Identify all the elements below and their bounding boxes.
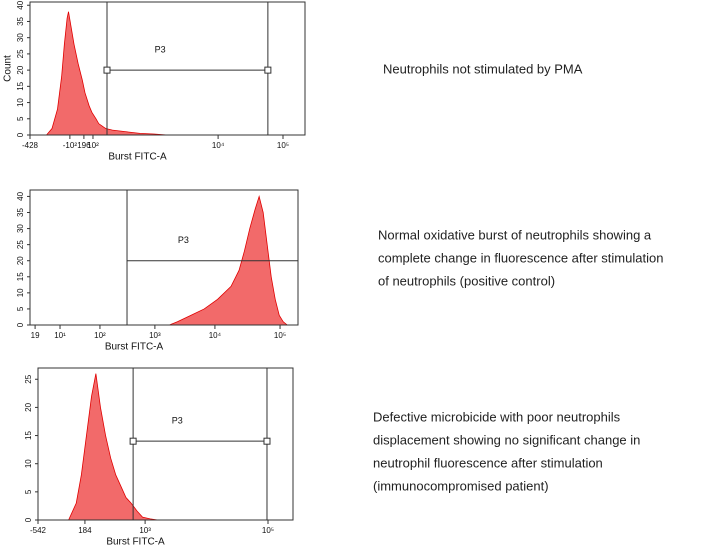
x-axis-title: Burst FITC-A: [108, 152, 167, 163]
gate-label: P3: [172, 416, 183, 426]
y-tick-label: 10: [16, 288, 25, 297]
caption-line: Neutrophils not stimulated by PMA: [383, 61, 583, 76]
caption-line: of neutrophils (positive control): [378, 273, 555, 288]
histogram-area: [30, 11, 168, 136]
y-tick-label: 5: [24, 489, 33, 494]
caption-line: Normal oxidative burst of neutrophils sh…: [378, 227, 652, 242]
y-tick-label: 5: [16, 116, 25, 121]
x-tick-label: 10⁵: [274, 331, 286, 340]
y-tick-label: 10: [24, 459, 33, 468]
y-tick-label: 25: [24, 374, 33, 383]
y-tick-label: 25: [16, 240, 25, 249]
y-tick-label: 0: [16, 322, 25, 327]
y-tick-label: 35: [16, 208, 25, 217]
gate-handle: [103, 66, 111, 74]
gate-label: P3: [155, 44, 166, 54]
y-tick-label: 40: [16, 191, 25, 200]
caption-line: Defective microbicide with poor neutroph…: [373, 409, 621, 424]
x-tick-label: 19: [31, 331, 40, 340]
histogram-area: [38, 373, 293, 521]
x-tick-label: 10²: [87, 141, 99, 150]
gate-label: P3: [178, 235, 189, 245]
caption-line: complete change in fluorescence after st…: [378, 250, 663, 265]
y-tick-label: 5: [16, 306, 25, 311]
y-tick-label: 40: [16, 0, 25, 9]
x-tick-label: 10⁴: [209, 331, 222, 340]
histogram-area: [30, 194, 298, 326]
x-tick-label: 10²: [94, 331, 106, 340]
x-axis-title: Burst FITC-A: [106, 537, 165, 548]
x-tick-label: -428: [22, 141, 39, 150]
y-tick-label: 25: [16, 49, 25, 58]
histogram-panel: 0 5 10 15 20 25 -542 184 10³ 10⁵ Burst FITC-A P3 Def…: [24, 367, 640, 548]
x-tick-label: -10²: [63, 141, 78, 150]
y-tick-label: 35: [16, 16, 25, 25]
y-tick-label: 15: [16, 272, 25, 281]
histogram-panel: 0 5 10 15 20 25 30 35 40 19 10¹ 10² 10³ 10⁴ 10⁵ Burst F…: [16, 189, 663, 353]
y-tick-label: 0: [24, 517, 33, 522]
y-tick-label: 0: [16, 132, 25, 137]
x-axis-title: Burst FITC-A: [105, 342, 164, 353]
x-tick-label: 10¹: [54, 331, 66, 340]
gate-handle: [129, 437, 137, 445]
caption-line: neutrophil fluorescence after stimulatio…: [373, 455, 603, 470]
caption-line: displacement showing no significant chan…: [373, 432, 640, 447]
x-tick-label: 10³: [149, 331, 161, 340]
y-tick-label: 15: [24, 431, 33, 440]
caption-line: (immunocompromised patient): [373, 478, 549, 493]
y-tick-label: 10: [16, 98, 25, 107]
y-tick-label: 30: [16, 224, 25, 233]
plot-frame: [29, 1, 306, 136]
y-tick-label: 15: [16, 81, 25, 90]
x-tick-label: 10⁴: [212, 141, 225, 150]
x-tick-label: 196: [77, 141, 91, 150]
gate-handle: [263, 437, 271, 445]
x-tick-label: 10⁵: [262, 526, 274, 535]
x-tick-label: 10⁵: [277, 141, 289, 150]
x-tick-label: -542: [30, 526, 47, 535]
y-tick-label: 20: [16, 256, 25, 265]
x-tick-label: 10³: [139, 526, 151, 535]
y-tick-label: 20: [24, 402, 33, 411]
y-axis-title: Count: [3, 55, 14, 82]
y-tick-label: 30: [16, 33, 25, 42]
gate-handle: [264, 66, 272, 74]
x-tick-label: 184: [78, 526, 92, 535]
plot-frame: [37, 367, 294, 521]
y-tick-label: 20: [16, 65, 25, 74]
